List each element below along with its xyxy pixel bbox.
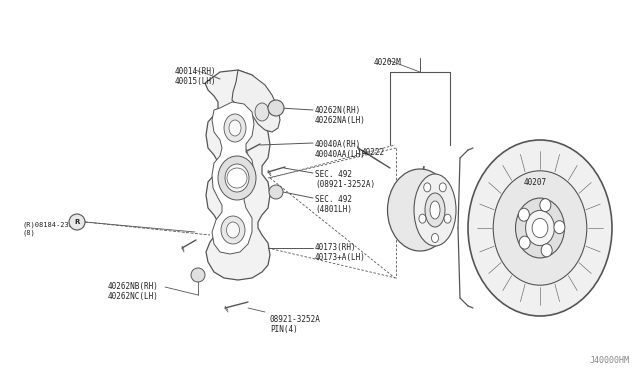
Ellipse shape bbox=[468, 140, 612, 316]
Polygon shape bbox=[205, 70, 270, 280]
Circle shape bbox=[227, 168, 247, 188]
Ellipse shape bbox=[444, 214, 451, 223]
Polygon shape bbox=[232, 70, 280, 132]
Ellipse shape bbox=[227, 222, 239, 238]
Text: 40173(RH)
40173+A(LH): 40173(RH) 40173+A(LH) bbox=[315, 243, 366, 262]
Polygon shape bbox=[212, 102, 254, 254]
Text: 40040A(RH)
40040AA(LH): 40040A(RH) 40040AA(LH) bbox=[315, 140, 366, 159]
Text: R: R bbox=[74, 219, 80, 225]
Circle shape bbox=[268, 100, 284, 116]
Text: 40207: 40207 bbox=[524, 178, 547, 187]
Ellipse shape bbox=[541, 244, 552, 257]
Ellipse shape bbox=[229, 120, 241, 136]
Ellipse shape bbox=[431, 234, 438, 243]
Ellipse shape bbox=[554, 221, 565, 234]
Ellipse shape bbox=[255, 103, 269, 121]
Ellipse shape bbox=[218, 156, 256, 200]
Ellipse shape bbox=[414, 174, 456, 246]
Text: 40202M: 40202M bbox=[374, 58, 402, 67]
Ellipse shape bbox=[516, 198, 564, 258]
Text: 40262NB(RH)
40262NC(LH): 40262NB(RH) 40262NC(LH) bbox=[108, 282, 159, 301]
Ellipse shape bbox=[224, 114, 246, 142]
Ellipse shape bbox=[419, 214, 426, 223]
Ellipse shape bbox=[532, 218, 548, 238]
Text: 40222: 40222 bbox=[362, 148, 385, 157]
Ellipse shape bbox=[518, 208, 529, 221]
Ellipse shape bbox=[519, 236, 530, 249]
Circle shape bbox=[69, 214, 85, 230]
Text: 40262N(RH)
40262NA(LH): 40262N(RH) 40262NA(LH) bbox=[315, 106, 366, 125]
Text: 08921-3252A
PIN(4): 08921-3252A PIN(4) bbox=[270, 315, 321, 334]
Ellipse shape bbox=[525, 211, 554, 246]
Ellipse shape bbox=[540, 199, 551, 212]
Ellipse shape bbox=[493, 171, 587, 285]
Text: (R)08184-2355M
(8): (R)08184-2355M (8) bbox=[22, 222, 81, 236]
Ellipse shape bbox=[221, 216, 245, 244]
Circle shape bbox=[191, 268, 205, 282]
Text: 40014(RH)
40015(LH): 40014(RH) 40015(LH) bbox=[174, 67, 216, 86]
Text: SEC. 492
(08921-3252A): SEC. 492 (08921-3252A) bbox=[315, 170, 375, 189]
Ellipse shape bbox=[439, 183, 446, 192]
Text: SEC. 492
(4801LH): SEC. 492 (4801LH) bbox=[315, 195, 352, 214]
Text: J40000HM: J40000HM bbox=[590, 356, 630, 365]
Ellipse shape bbox=[387, 169, 452, 251]
Ellipse shape bbox=[425, 193, 445, 227]
Ellipse shape bbox=[430, 201, 440, 219]
Ellipse shape bbox=[225, 164, 249, 192]
Ellipse shape bbox=[424, 183, 431, 192]
Circle shape bbox=[269, 185, 283, 199]
